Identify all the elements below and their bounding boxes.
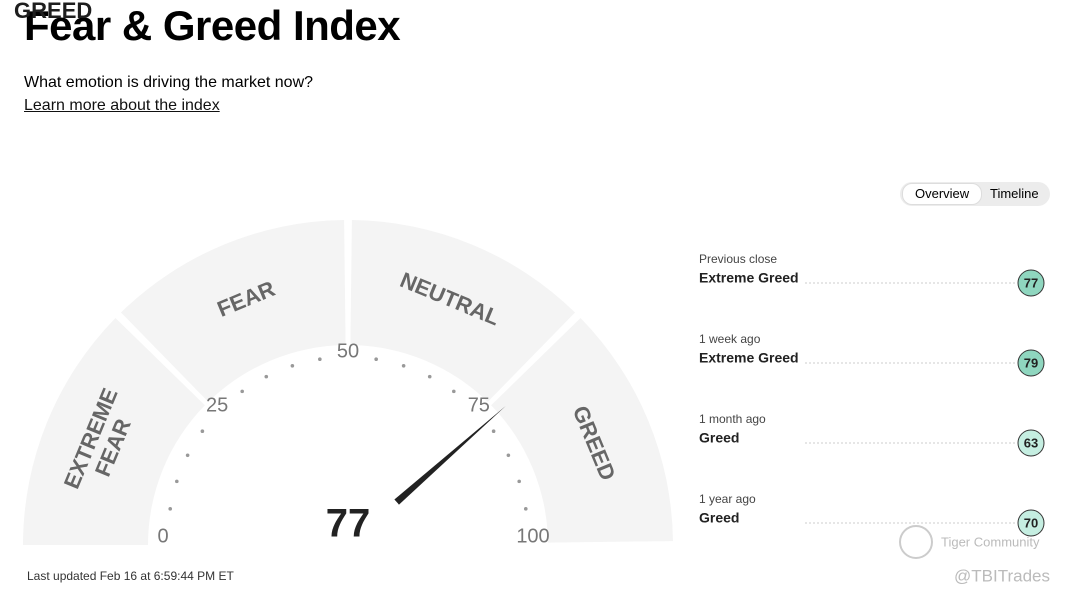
center-disc — [283, 480, 413, 602]
history-value: 63 — [1024, 435, 1038, 450]
gauge-segment — [23, 317, 205, 545]
scale-dot — [185, 453, 190, 458]
scale-dot — [427, 374, 432, 379]
history-badge — [1017, 429, 1045, 457]
scale-dot — [200, 429, 205, 433]
history-rating: Greed — [699, 510, 739, 526]
history-badge — [1017, 349, 1045, 377]
scale-dot — [264, 374, 269, 379]
history-value: 79 — [1024, 355, 1038, 370]
title: Fear & Greed Index — [24, 2, 401, 49]
scale-dot — [290, 364, 295, 368]
watermark: Tiger Community — [941, 534, 1040, 549]
segment-label: EXTREMEGREED — [0, 0, 92, 23]
scale-label: 0 — [157, 525, 168, 547]
history-rating: Extreme Greed — [699, 350, 799, 366]
history-label: 1 week ago — [699, 332, 761, 346]
scale-dot — [318, 357, 322, 362]
history-badge — [1017, 269, 1045, 297]
scale-dot — [523, 507, 528, 511]
scale-dot — [452, 389, 456, 394]
scale-label: 100 — [516, 525, 549, 547]
scale-dot — [401, 364, 406, 368]
history-rating: Greed — [699, 430, 739, 446]
scale-dot — [374, 357, 378, 362]
gauge-segment — [491, 317, 673, 543]
scale-dot — [506, 453, 511, 458]
history-label: Previous close — [699, 252, 777, 266]
history-badge — [1017, 509, 1045, 537]
watermark-logo — [899, 525, 933, 559]
gauge-segment — [120, 220, 346, 402]
segment-label-line: GREED — [14, 0, 92, 23]
tab-bar: Overview Timeline — [900, 182, 1050, 206]
last-updated: Last updated Feb 16 at 6:59:44 PM ET — [27, 569, 234, 583]
scale-label: 50 — [337, 340, 359, 362]
scale-dot — [168, 507, 173, 511]
subtitle: What emotion is driving the market now? — [24, 74, 314, 91]
history-rating: Extreme Greed — [699, 270, 799, 286]
scale-dot — [517, 479, 521, 484]
tab-overview[interactable]: Overview — [902, 183, 983, 205]
learn-more-link[interactable]: Learn more about the index — [24, 97, 220, 114]
history-label: 1 year ago — [699, 492, 756, 506]
history-value: 77 — [1024, 275, 1038, 290]
gauge-value: 77 — [326, 502, 371, 546]
scale-dot — [240, 389, 244, 394]
scale-dot — [491, 429, 496, 433]
watermark: @TBITrades — [954, 566, 1050, 585]
scale-label: 75 — [468, 394, 490, 416]
scale-label: 25 — [206, 394, 228, 416]
history-label: 1 month ago — [699, 412, 766, 426]
scale-dot — [175, 479, 179, 484]
history-value: 70 — [1024, 515, 1038, 530]
gauge-segment — [350, 220, 576, 402]
tab-timeline[interactable]: Timeline — [990, 186, 1039, 201]
